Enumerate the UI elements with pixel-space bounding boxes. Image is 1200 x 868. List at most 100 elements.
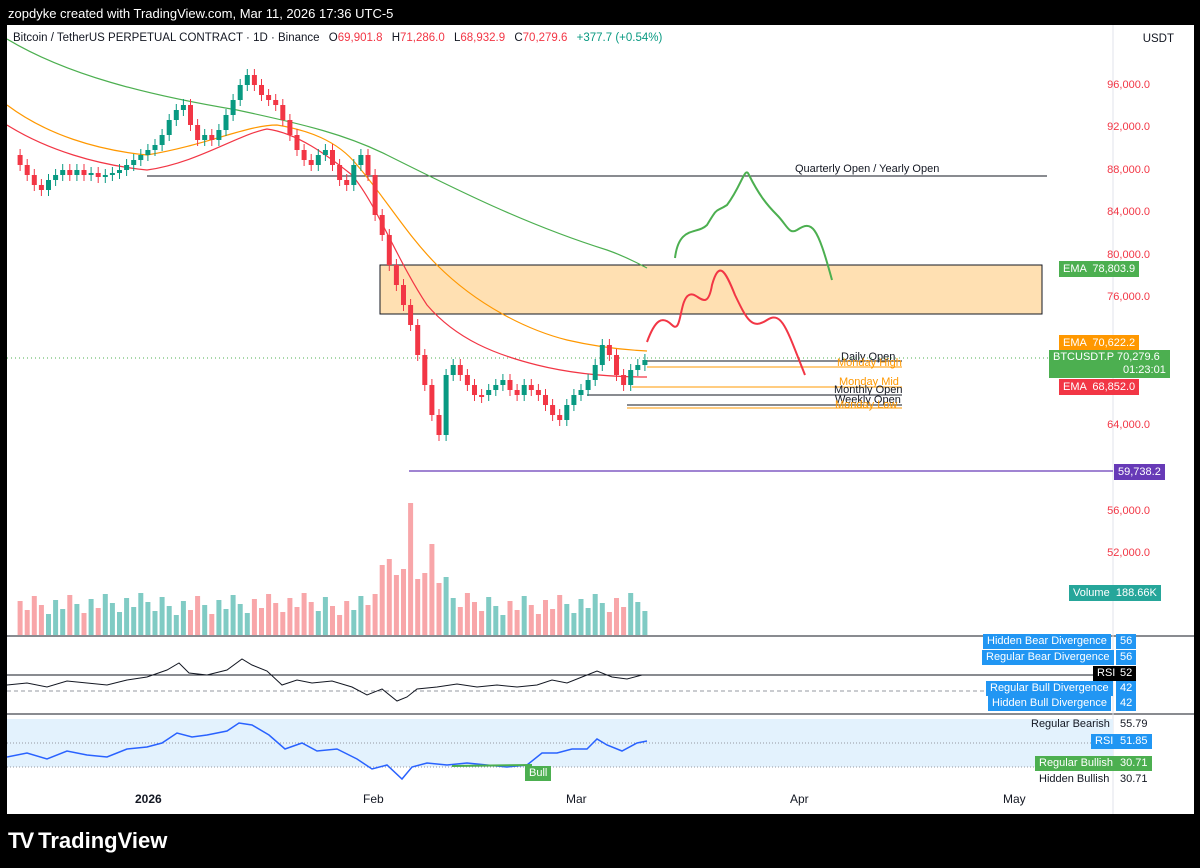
volume-bar [521,596,527,635]
candle-body [124,165,130,170]
volume-bar [621,607,627,635]
volume-bar [195,596,201,635]
candle-body [138,155,144,160]
volume-bar [585,608,591,635]
candle-body [528,385,534,390]
candle-body [322,150,328,155]
candle-body [287,120,293,135]
low-key: L [453,32,461,44]
monday-high-label: Monday High [837,357,902,369]
candle-body [450,365,456,375]
volume-bar [450,598,456,635]
regular-bullish-value: 30.71 [1116,756,1152,771]
candle-body [209,135,215,140]
volume-bar [17,601,23,635]
volume-bar [259,608,264,635]
candles-group [17,69,648,441]
candle-body [500,380,506,385]
candle-body [180,105,186,110]
high-key: H [391,32,400,44]
candle-body [635,365,641,370]
candle-body [202,135,208,140]
volume-bar [330,606,335,635]
rsi-line-2 [7,722,648,781]
volume-bar [301,593,307,635]
candle-body [223,115,229,130]
candle-body [38,185,44,190]
volume-bar [372,594,378,635]
candle-body [585,380,591,390]
monday-mid-label: Monday Mid [839,376,899,388]
volume-bar [131,607,137,635]
open-key: O [328,32,338,44]
volume-bar [145,602,151,635]
regular-bull-tag: Regular Bull Divergence [986,681,1113,696]
regular-bearish-label: Regular Bearish [1031,718,1110,730]
volume-bar [53,600,59,635]
candle-body [429,385,435,415]
tradingview-logo-icon: TV [8,828,34,853]
candle-body [31,175,37,185]
price-axis-label: 52,000.0 [1107,547,1150,559]
volume-bar [642,611,648,635]
candle-body [372,175,378,215]
candle-body [365,155,371,175]
volume-bar [599,603,605,635]
candle-body [117,170,122,173]
candle-body [273,100,279,105]
volume-bar [535,614,541,635]
low-level-tag: 59,738.2 [1114,464,1165,480]
candle-body [67,170,73,175]
candle-body [642,360,648,365]
low-value: 68,932.9 [460,32,506,44]
ema-slow-line [7,38,648,269]
candle-body [330,150,335,165]
monday-low-label: Monday Low [835,399,898,411]
volume-bar [287,598,293,635]
chart-canvas[interactable] [7,25,1194,814]
candle-body [386,235,392,265]
volume-bar [606,612,612,635]
regular-bear-tag: Regular Bear Divergence [982,650,1114,665]
volume-bar [152,611,158,635]
volume-bar [386,559,392,635]
candle-body [379,215,385,235]
ema-fast-line [7,124,648,378]
regular-bullish-tag: Regular Bullish [1035,756,1117,771]
hidden-bear-tag: Hidden Bear Divergence [983,634,1111,649]
volume-bar [479,611,485,635]
volume-bars-group [17,503,648,635]
price-axis-label: 64,000.0 [1107,419,1150,431]
volume-bar [308,602,314,635]
symbol-legend[interactable]: Bitcoin / TetherUS PERPETUAL CONTRACT · … [13,32,662,44]
volume-bar [124,598,130,635]
volume-bar [88,599,94,635]
candle-body [393,265,399,285]
candle-body [315,155,321,165]
rsi2-tag: RSI [1091,734,1118,749]
ema-fast-tag: EMA 68,852.0 [1059,379,1140,395]
volume-bar [117,612,122,635]
regular-bull-value: 42 [1116,681,1137,696]
candle-body [251,75,257,85]
volume-bar [429,544,435,635]
chart-panel[interactable]: Bitcoin / TetherUS PERPETUAL CONTRACT · … [7,25,1194,814]
candle-body [606,345,612,355]
high-value: 71,286.0 [400,32,445,44]
rsi2-value: 51.85 [1116,734,1152,749]
volume-bar [102,594,108,635]
candle-body [479,395,485,397]
volume-bar [571,613,577,635]
bullish-projection-path [674,171,833,281]
candle-body [401,285,406,305]
price-axis-label: 92,000.0 [1107,121,1150,133]
candle-body [244,75,250,85]
volume-bar [351,610,357,635]
candle-body [415,325,421,355]
currency-label[interactable]: USDT [1142,33,1174,45]
volume-bar [528,605,534,635]
candle-body [358,155,364,165]
candle-body [493,385,499,390]
volume-bar [38,605,44,635]
